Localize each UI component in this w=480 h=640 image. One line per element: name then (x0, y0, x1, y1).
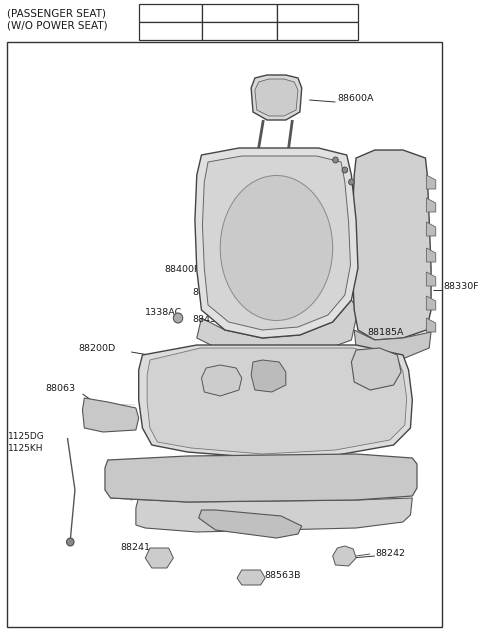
Text: SENSOR TYPE: SENSOR TYPE (206, 8, 274, 18)
Text: 1125DG: 1125DG (8, 431, 44, 440)
Circle shape (342, 167, 348, 173)
Text: 88200D: 88200D (79, 344, 116, 353)
Text: 88063: 88063 (45, 383, 75, 392)
Text: 88610: 88610 (226, 184, 254, 193)
Circle shape (67, 538, 74, 546)
Text: 88242: 88242 (376, 550, 406, 559)
Polygon shape (145, 548, 173, 568)
Text: 88380C: 88380C (192, 287, 229, 296)
Text: 88600A: 88600A (337, 93, 374, 102)
Polygon shape (202, 365, 242, 396)
Text: 88400F: 88400F (164, 264, 199, 273)
Text: 88241: 88241 (120, 543, 150, 552)
Polygon shape (426, 296, 436, 310)
Polygon shape (426, 318, 436, 332)
Polygon shape (426, 222, 436, 236)
Circle shape (348, 179, 354, 185)
Ellipse shape (220, 175, 333, 321)
Text: 88250C: 88250C (183, 413, 217, 422)
Polygon shape (251, 75, 302, 120)
Polygon shape (203, 156, 350, 330)
Polygon shape (197, 300, 358, 358)
Polygon shape (110, 490, 412, 532)
Bar (277, 4, 358, 22)
Polygon shape (351, 348, 401, 390)
Text: 88330F: 88330F (443, 282, 479, 291)
Text: 88600G: 88600G (376, 461, 413, 470)
Polygon shape (195, 148, 358, 338)
Text: 1125KH: 1125KH (8, 444, 43, 452)
Text: Period: Period (156, 8, 186, 18)
Bar (139, 4, 203, 22)
Text: 20061206~: 20061206~ (142, 26, 199, 36)
Bar (139, 22, 203, 40)
Polygon shape (251, 360, 286, 392)
Circle shape (173, 313, 183, 323)
Bar (203, 4, 277, 22)
Text: 88344: 88344 (226, 220, 254, 229)
Text: 1338AC: 1338AC (145, 307, 182, 317)
Text: (PASSENGER SEAT): (PASSENGER SEAT) (8, 8, 107, 18)
Text: 88287: 88287 (220, 497, 250, 506)
Polygon shape (105, 454, 417, 502)
Text: 88185A: 88185A (367, 328, 404, 337)
Polygon shape (426, 248, 436, 262)
Polygon shape (354, 330, 431, 358)
Text: 88064: 88064 (225, 364, 255, 372)
Text: CUSHION ASSY: CUSHION ASSY (281, 26, 354, 36)
Polygon shape (139, 345, 412, 458)
Polygon shape (237, 570, 265, 585)
Polygon shape (352, 150, 431, 340)
Polygon shape (199, 510, 302, 538)
Polygon shape (426, 272, 436, 286)
Polygon shape (426, 198, 436, 212)
Polygon shape (333, 546, 356, 566)
Text: WCS: WCS (228, 26, 251, 36)
Polygon shape (426, 175, 436, 189)
Text: 88450C: 88450C (192, 314, 229, 323)
Bar (277, 22, 358, 40)
Polygon shape (255, 79, 298, 116)
Polygon shape (83, 398, 139, 432)
Text: 88240A: 88240A (369, 344, 406, 353)
Text: ASSY: ASSY (305, 8, 330, 18)
Circle shape (333, 157, 338, 163)
Text: 88610C: 88610C (226, 168, 261, 177)
Text: 88563B: 88563B (264, 572, 301, 580)
Text: 88180C: 88180C (206, 394, 241, 403)
Polygon shape (147, 348, 407, 454)
Text: 88401C: 88401C (226, 206, 261, 215)
Text: (W/O POWER SEAT): (W/O POWER SEAT) (8, 20, 108, 30)
Bar (203, 22, 277, 40)
Text: 88186A: 88186A (261, 364, 297, 372)
